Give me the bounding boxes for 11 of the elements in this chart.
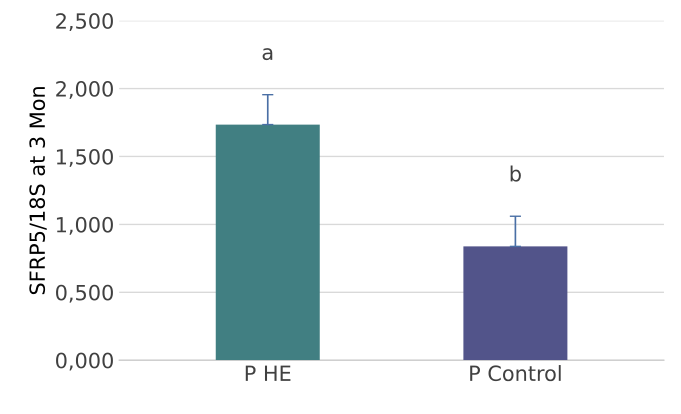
annotation: b: [510, 166, 521, 182]
y-tick-label: 1,000: [56, 216, 113, 235]
x-tick-label: P HE: [246, 366, 290, 381]
y-tick-label: 0,000: [56, 352, 113, 371]
y-tick-label: 0,500: [56, 284, 113, 303]
x-tick-label: P Control: [470, 365, 561, 382]
y-tick-label: 2,500: [56, 13, 113, 32]
y-tick-label: 1,500: [56, 148, 113, 167]
annotation: a: [262, 48, 272, 60]
y-axis-title: SFRP5/18S at 3 Mon: [29, 87, 47, 294]
y-tick-label: 2,000: [56, 81, 113, 99]
